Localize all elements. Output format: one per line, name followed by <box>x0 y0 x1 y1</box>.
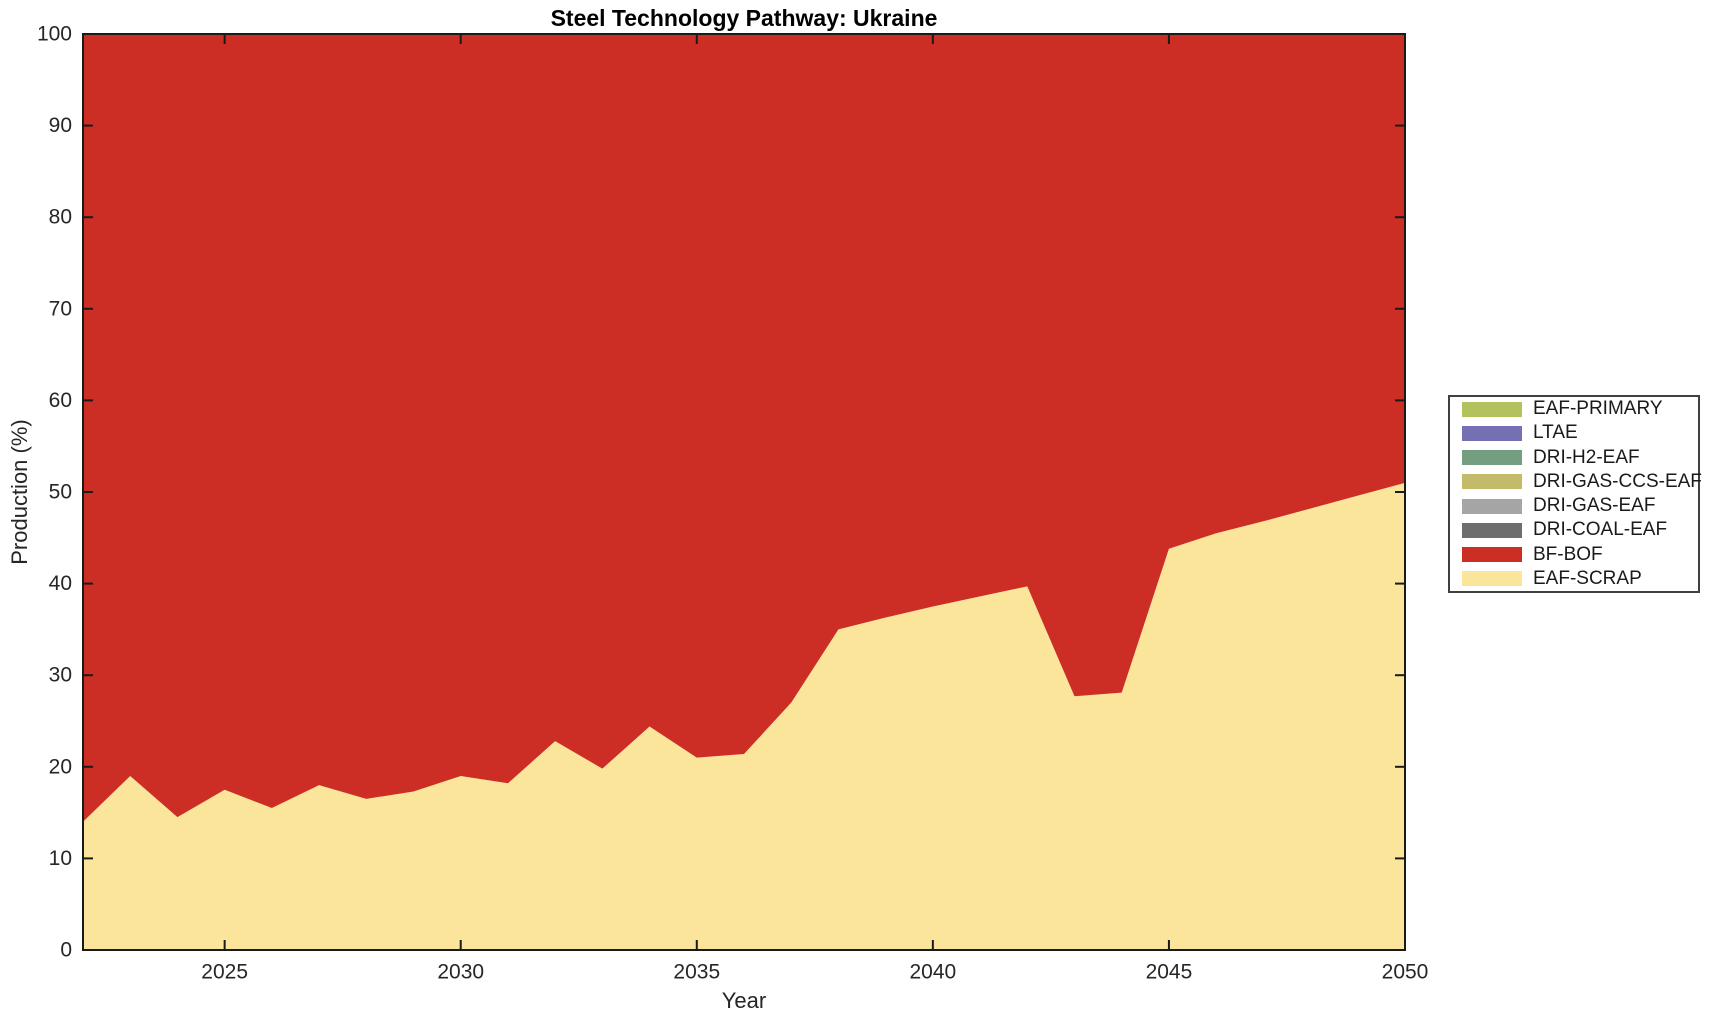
legend-item-ltae: LTAE <box>1450 421 1698 445</box>
legend-label-dri-gas-ccs-eaf: DRI-GAS-CCS-EAF <box>1533 470 1702 492</box>
y-tick-label-90: 90 <box>49 114 72 137</box>
legend-box: EAF-PRIMARY LTAE DRI-H2-EAF DRI-GAS-CCS-EAF… <box>1448 395 1702 593</box>
y-tick-label-40: 40 <box>49 572 72 595</box>
legend-label-ltae: LTAE <box>1533 422 1578 444</box>
y-tick-label-100: 100 <box>37 23 72 46</box>
legend-label-eaf-primary: EAF-PRIMARY <box>1533 398 1663 420</box>
legend-item-eaf-scrap: EAF-SCRAP <box>1450 567 1698 591</box>
chart-title: Steel Technology Pathway: Ukraine <box>550 5 938 31</box>
legend-label-dri-coal-eaf: DRI-COAL-EAF <box>1533 519 1668 541</box>
legend-label-bf-bof: BF-BOF <box>1533 543 1603 565</box>
area-bf-bof <box>83 34 1405 822</box>
y-tick-label-50: 50 <box>49 481 72 504</box>
legend-item-dri-gas-ccs-eaf: DRI-GAS-CCS-EAF <box>1450 470 1702 494</box>
legend-item-dri-h2-eaf: DRI-H2-EAF <box>1450 446 1698 470</box>
x-tick-label-2040: 2040 <box>909 960 956 983</box>
y-tick-label-0: 0 <box>60 939 72 962</box>
y-tick-label-80: 80 <box>49 206 72 229</box>
legend-label-dri-h2-eaf: DRI-H2-EAF <box>1533 446 1640 468</box>
y-tick-label-10: 10 <box>49 847 72 870</box>
legend-swatch-dri-gas-ccs-eaf <box>1462 474 1522 490</box>
legend-swatch-eaf-primary <box>1462 401 1522 417</box>
x-tick-label-2050: 2050 <box>1382 960 1429 983</box>
legend-label-eaf-scrap: EAF-SCRAP <box>1533 567 1642 589</box>
area-eaf-scrap <box>83 482 1405 950</box>
legend-item-bf-bof: BF-BOF <box>1450 543 1698 567</box>
legend-swatch-bf-bof <box>1462 547 1522 563</box>
x-tick-label-2045: 2045 <box>1146 960 1193 983</box>
x-tick-label-2035: 2035 <box>673 960 720 983</box>
y-tick-label-60: 60 <box>49 389 72 412</box>
x-tick-label-2025: 2025 <box>201 960 248 983</box>
y-tick-label-20: 20 <box>49 755 72 778</box>
legend-label-dri-gas-eaf: DRI-GAS-EAF <box>1533 495 1656 517</box>
legend-swatch-dri-h2-eaf <box>1462 450 1522 466</box>
y-tick-label-30: 30 <box>49 664 72 687</box>
y-tick-label-70: 70 <box>49 297 72 320</box>
legend-swatch-ltae <box>1462 425 1522 441</box>
legend-item-eaf-primary: EAF-PRIMARY <box>1450 397 1698 421</box>
y-axis-label: Production (%) <box>7 419 32 565</box>
legend-swatch-dri-gas-eaf <box>1462 498 1522 514</box>
legend-swatch-eaf-scrap <box>1462 571 1522 587</box>
legend-item-dri-coal-eaf: DRI-COAL-EAF <box>1450 518 1698 542</box>
legend-swatch-dri-coal-eaf <box>1462 522 1522 538</box>
legend-item-dri-gas-eaf: DRI-GAS-EAF <box>1450 494 1698 518</box>
x-tick-label-2030: 2030 <box>437 960 484 983</box>
x-axis-label: Year <box>721 988 767 1013</box>
